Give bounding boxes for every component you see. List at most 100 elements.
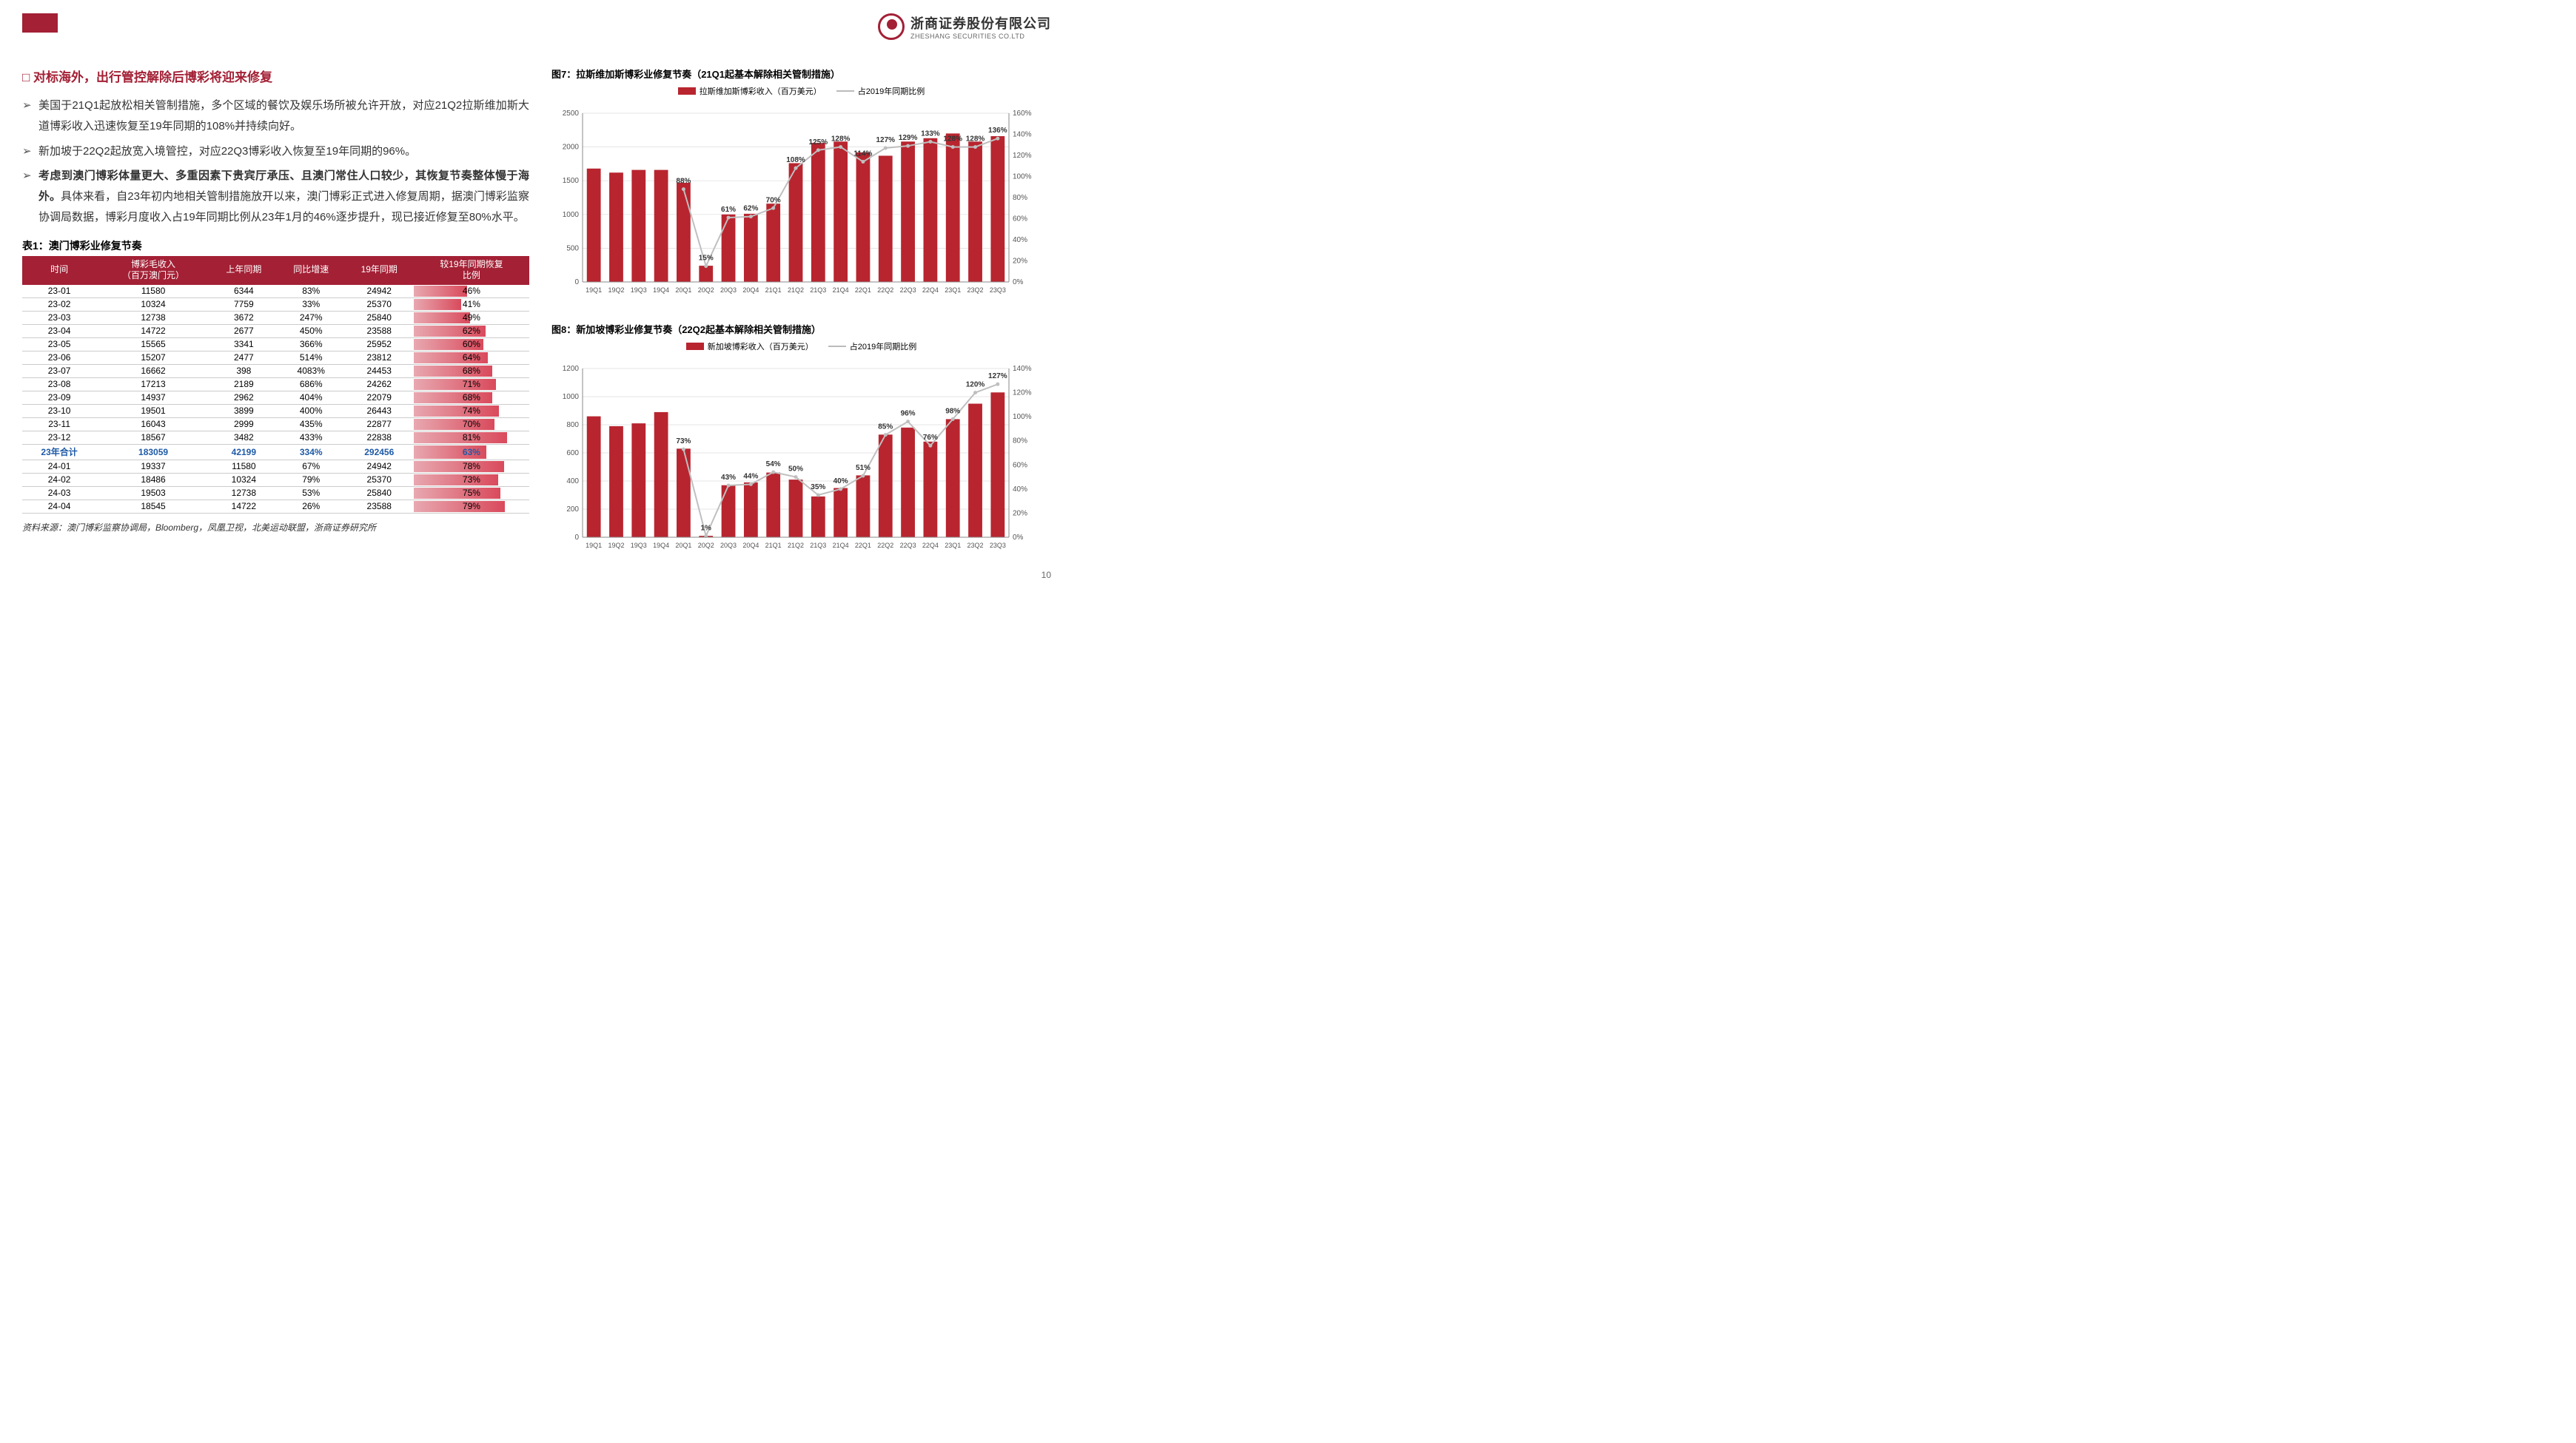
svg-text:44%: 44% — [743, 472, 758, 480]
table-row: 23-11160432999435%2287770% — [22, 417, 529, 431]
svg-text:128%: 128% — [831, 135, 851, 144]
svg-text:22Q2: 22Q2 — [877, 286, 893, 294]
chart7-box: 图7：拉斯维加斯博彩业修复节奏（21Q1起基本解除相关管制措施） 拉斯维加斯博彩… — [551, 67, 1051, 307]
svg-text:21Q1: 21Q1 — [765, 542, 782, 549]
right-column: 图7：拉斯维加斯博彩业修复节奏（21Q1起基本解除相关管制措施） 拉斯维加斯博彩… — [551, 67, 1051, 577]
chart8-box: 图8：新加坡博彩业修复节奏（22Q2起基本解除相关管制措施） 新加坡博彩收入（百… — [551, 322, 1051, 562]
svg-text:160%: 160% — [1013, 110, 1032, 118]
chart8-title: 图8：新加坡博彩业修复节奏（22Q2起基本解除相关管制措施） — [551, 322, 1051, 336]
svg-text:21Q2: 21Q2 — [788, 542, 804, 549]
table-row: 23-10195013899400%2644374% — [22, 404, 529, 417]
svg-text:129%: 129% — [899, 134, 918, 142]
chart8-legend-bar: 新加坡博彩收入（百万美元） — [708, 340, 814, 352]
logo-icon — [878, 13, 905, 40]
svg-text:20Q4: 20Q4 — [742, 542, 759, 549]
svg-text:98%: 98% — [945, 407, 960, 415]
svg-text:50%: 50% — [788, 465, 803, 474]
svg-text:140%: 140% — [1013, 131, 1032, 139]
svg-text:19Q1: 19Q1 — [586, 542, 602, 549]
chart7-title: 图7：拉斯维加斯博彩业修复节奏（21Q1起基本解除相关管制措施） — [551, 67, 1051, 81]
svg-text:1%: 1% — [700, 524, 711, 532]
chart7-legend-bar: 拉斯维加斯博彩收入（百万美元） — [700, 85, 822, 97]
svg-text:23Q2: 23Q2 — [967, 542, 983, 549]
chart7-legend: 拉斯维加斯博彩收入（百万美元） 占2019年同期比例 — [551, 85, 1051, 97]
svg-text:61%: 61% — [721, 206, 736, 214]
svg-text:120%: 120% — [1013, 152, 1032, 160]
svg-text:0: 0 — [574, 278, 579, 286]
svg-text:21Q2: 21Q2 — [788, 286, 804, 294]
company-logo: 浙商证券股份有限公司 ZHESHANG SECURITIES CO.LTD — [878, 13, 1051, 40]
table-row: 23-05155653341366%2595260% — [22, 337, 529, 351]
svg-text:54%: 54% — [766, 460, 781, 468]
svg-text:23Q2: 23Q2 — [967, 286, 983, 294]
svg-text:114%: 114% — [853, 150, 872, 158]
svg-text:88%: 88% — [676, 178, 691, 186]
svg-text:23Q1: 23Q1 — [945, 542, 961, 549]
svg-text:500: 500 — [566, 244, 579, 252]
logo-cn: 浙商证券股份有限公司 — [910, 13, 1051, 33]
svg-text:60%: 60% — [1013, 215, 1027, 223]
macau-table: 时间博彩毛收入（百万澳门元）上年同期同比增速19年同期较19年同期恢复比例 23… — [22, 256, 529, 514]
svg-text:22Q1: 22Q1 — [855, 286, 871, 294]
svg-text:108%: 108% — [786, 156, 805, 164]
svg-text:19Q1: 19Q1 — [586, 286, 602, 294]
svg-text:1000: 1000 — [563, 393, 580, 401]
svg-text:136%: 136% — [988, 127, 1007, 135]
table-row: 23-06152072477514%2381264% — [22, 351, 529, 364]
table-row: 23-09149372962404%2207968% — [22, 391, 529, 404]
svg-text:22Q3: 22Q3 — [900, 286, 916, 294]
svg-text:120%: 120% — [966, 381, 985, 389]
svg-text:80%: 80% — [1013, 437, 1027, 445]
svg-text:2000: 2000 — [563, 144, 580, 152]
table-row: 23年合计18305942199334%29245663% — [22, 444, 529, 460]
svg-text:43%: 43% — [721, 474, 736, 482]
svg-text:21Q4: 21Q4 — [833, 286, 849, 294]
svg-text:23Q3: 23Q3 — [990, 542, 1006, 549]
svg-text:1000: 1000 — [563, 211, 580, 219]
svg-text:133%: 133% — [921, 130, 940, 138]
svg-text:19Q2: 19Q2 — [608, 542, 624, 549]
table-row: 23-12185673482433%2283881% — [22, 431, 529, 444]
svg-text:85%: 85% — [878, 423, 893, 431]
table-row: 23-03127383672247%2584049% — [22, 311, 529, 324]
svg-text:127%: 127% — [988, 372, 1007, 380]
svg-text:100%: 100% — [1013, 413, 1032, 421]
svg-text:21Q3: 21Q3 — [810, 286, 826, 294]
bullet-item: 美国于21Q1起放松相关管制措施，多个区域的餐饮及娱乐场所被允许开放，对应21Q… — [22, 95, 529, 137]
svg-text:96%: 96% — [901, 410, 916, 418]
svg-text:140%: 140% — [1013, 365, 1032, 373]
svg-text:20Q4: 20Q4 — [742, 286, 759, 294]
svg-text:73%: 73% — [676, 437, 691, 445]
svg-text:800: 800 — [566, 421, 579, 429]
svg-text:200: 200 — [566, 505, 579, 514]
left-column: 对标海外，出行管控解除后博彩将迎来修复 美国于21Q1起放松相关管制措施，多个区… — [22, 67, 529, 577]
table-row: 24-01193371158067%2494278% — [22, 460, 529, 473]
svg-text:40%: 40% — [833, 477, 848, 485]
svg-text:19Q4: 19Q4 — [653, 542, 669, 549]
logo-en: ZHESHANG SECURITIES CO.LTD — [910, 33, 1051, 40]
chart8-legend-line: 占2019年同期比例 — [850, 340, 916, 352]
svg-text:22Q4: 22Q4 — [922, 286, 939, 294]
svg-text:60%: 60% — [1013, 461, 1027, 469]
svg-text:0%: 0% — [1013, 534, 1024, 542]
table-row: 24-04185451472226%2358879% — [22, 500, 529, 513]
svg-text:2500: 2500 — [563, 110, 580, 118]
svg-text:19Q4: 19Q4 — [653, 286, 669, 294]
table-title: 表1：澳门博彩业修复节奏 — [22, 238, 529, 253]
svg-text:20Q2: 20Q2 — [698, 286, 714, 294]
svg-text:120%: 120% — [1013, 389, 1032, 397]
svg-text:23Q3: 23Q3 — [990, 286, 1006, 294]
table-row: 23-07166623984083%2445368% — [22, 364, 529, 377]
svg-text:62%: 62% — [743, 205, 758, 213]
bullet-item: 新加坡于22Q2起放宽入境管控，对应22Q3博彩收入恢复至19年同期的96%。 — [22, 141, 529, 162]
svg-text:22Q2: 22Q2 — [877, 542, 893, 549]
svg-text:128%: 128% — [943, 135, 962, 144]
svg-text:400: 400 — [566, 477, 579, 485]
svg-text:20%: 20% — [1013, 509, 1027, 517]
svg-text:19Q3: 19Q3 — [631, 286, 647, 294]
bullet-item: 考虑到澳门博彩体量更大、多重因素下贵宾厅承压、且澳门常住人口较少，其恢复节奏整体… — [22, 166, 529, 227]
svg-text:20Q1: 20Q1 — [675, 542, 691, 549]
svg-text:127%: 127% — [876, 136, 895, 144]
svg-text:40%: 40% — [1013, 485, 1027, 494]
svg-text:0%: 0% — [1013, 278, 1024, 286]
